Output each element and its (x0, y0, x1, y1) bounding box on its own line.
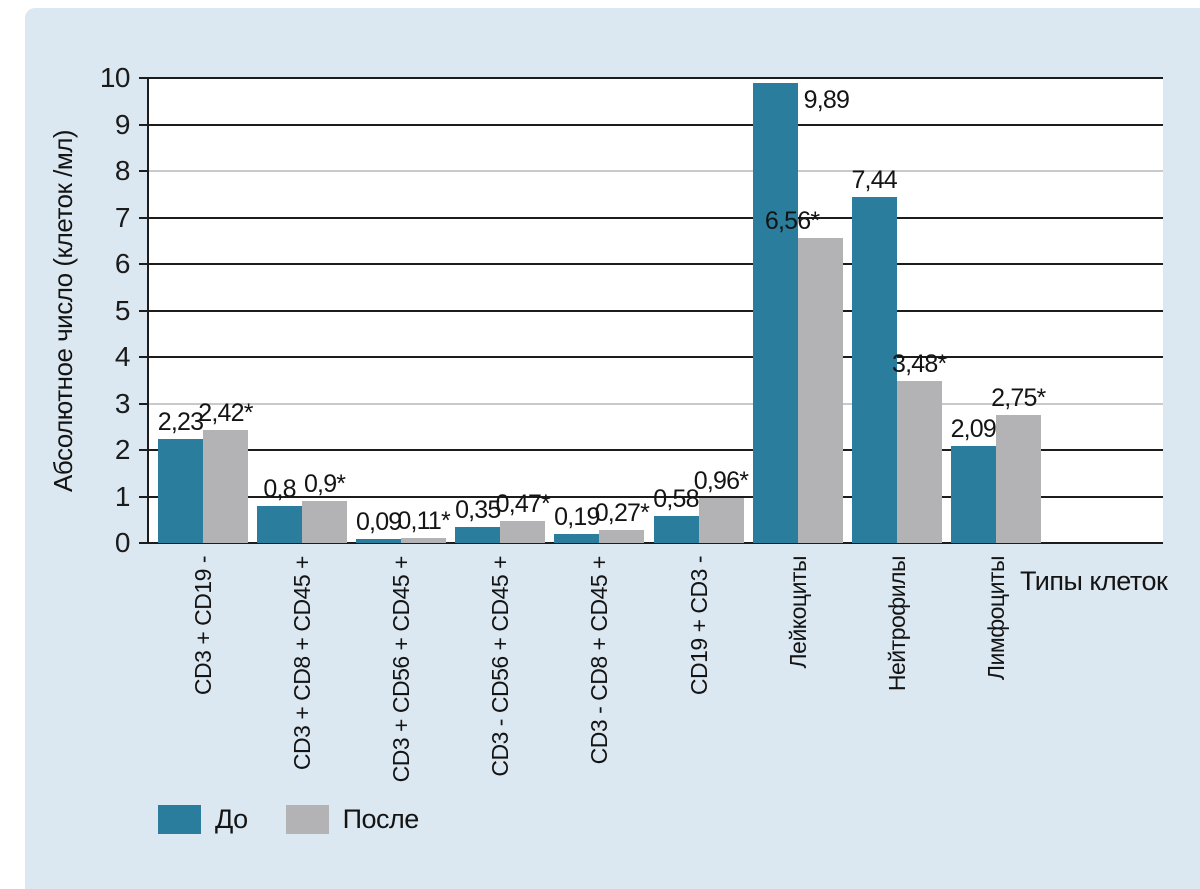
gridline-10 (148, 77, 1163, 79)
y-tick-label-6: 6 (114, 248, 131, 279)
bar-posle-2 (401, 537, 447, 543)
legend-item-posle: После (285, 804, 420, 835)
bar-do-2 (356, 538, 402, 543)
bar-do-7 (851, 197, 897, 543)
y-tick-label-7: 7 (114, 201, 131, 233)
bar-posle-3 (500, 521, 546, 543)
bar-value-label-do-1: 0,8 (263, 474, 296, 503)
bar-do-6 (752, 83, 798, 543)
bar-value-label-do-8: 2,09 (950, 414, 997, 443)
y-tick-5 (139, 309, 148, 312)
legend: До После (158, 804, 419, 835)
y-tick-3 (139, 402, 148, 405)
y-tick-6 (139, 263, 148, 265)
bar-value-label-do-3: 0,35 (455, 495, 501, 524)
category-label-6: Лейкоциты (782, 556, 814, 676)
category-label-text-1: CD3 + CD8 + CD45 + (289, 556, 316, 771)
y-tick-label-4: 4 (114, 341, 131, 372)
bar-posle-7 (896, 381, 942, 543)
category-label-7: Нейтрофилы (881, 556, 913, 699)
y-tick-label-3: 3 (114, 387, 131, 419)
bar-value-label-do-2: 0,09 (355, 507, 402, 536)
y-tick-8 (139, 170, 148, 172)
bar-do-8 (950, 445, 996, 543)
category-label-text-2: CD3 + CD56 + CD45 + (388, 556, 415, 783)
bar-posle-0 (203, 430, 248, 543)
bar-value-label-do-0: 2,23 (157, 408, 204, 437)
legend-item-do: До (158, 804, 248, 835)
y-axis-title: Абсолютное число (клеток /мл) (48, 129, 78, 492)
category-label-text-6: Лейкоциты (784, 556, 811, 669)
y-tick-4 (139, 356, 148, 358)
bar-value-label-posle-7: 3,48* (891, 350, 947, 379)
gridline-3 (148, 402, 1163, 405)
category-label-8: Лимфоциты (980, 556, 1012, 688)
y-axis-line (147, 78, 149, 544)
y-tick-10 (139, 77, 148, 79)
gridline-8 (148, 170, 1163, 172)
y-tick-0 (139, 542, 148, 544)
gridline-6 (148, 263, 1163, 265)
category-label-0: CD3 + CD19 - (187, 556, 219, 703)
category-label-text-4: CD3 - CD8 + CD45 + (586, 556, 613, 765)
legend-label-do: До (215, 804, 248, 834)
bar-value-label-posle-5: 0,96* (693, 467, 749, 496)
bar-value-label-do-7: 7,44 (851, 166, 897, 195)
bar-do-1 (257, 505, 303, 543)
gridline-7 (148, 216, 1163, 219)
gridline-4 (148, 356, 1163, 358)
bar-value-label-posle-8: 2,75* (991, 384, 1046, 413)
bar-do-3 (455, 526, 501, 543)
y-tick-label-10: 10 (99, 62, 131, 93)
y-tick-9 (139, 123, 148, 126)
category-label-text-5: CD19 + CD3 - (685, 556, 712, 696)
y-tick-label-9: 9 (114, 108, 131, 140)
legend-swatch-posle (285, 805, 329, 834)
gridline-2 (148, 449, 1163, 451)
category-label-text-8: Лимфоциты (982, 556, 1009, 681)
gridline-9 (148, 123, 1163, 126)
category-label-2: CD3 + CD56 + CD45 + (385, 556, 417, 790)
bar-value-label-posle-6: 6,56* (764, 206, 820, 235)
category-label-1: CD3 + CD8 + CD45 + (286, 556, 318, 778)
bar-value-label-posle-2: 0,11* (397, 506, 450, 535)
bar-value-label-do-4: 0,19 (554, 503, 600, 532)
bar-do-5 (653, 516, 699, 543)
legend-label-posle: После (342, 804, 420, 834)
y-tick-label-5: 5 (114, 294, 131, 326)
category-label-text-3: CD3 - CD56 + CD45 + (487, 556, 514, 777)
y-tick-1 (139, 495, 148, 498)
gridline-5 (148, 309, 1163, 312)
bar-posle-5 (698, 498, 744, 543)
bar-do-4 (554, 534, 600, 543)
category-label-5: CD19 + CD3 - (683, 556, 715, 703)
x-axis-title: Типы клеток (1020, 566, 1168, 596)
category-label-text-7: Нейтрофилы (883, 556, 910, 692)
bar-value-label-posle-0: 2,42* (198, 399, 253, 428)
bar-posle-4 (599, 530, 645, 543)
category-label-3: CD3 - CD56 + CD45 + (484, 556, 516, 785)
gridline-1 (148, 495, 1163, 498)
y-tick-label-0: 0 (114, 527, 131, 558)
y-tick-label-1: 1 (114, 480, 131, 512)
category-label-4: CD3 - CD8 + CD45 + (583, 556, 615, 772)
bar-value-label-posle-4: 0,27* (594, 499, 650, 528)
y-tick-label-8: 8 (114, 155, 131, 186)
bar-posle-1 (302, 501, 348, 543)
bar-value-label-posle-1: 0,9* (303, 470, 346, 499)
gridline-0 (148, 542, 1163, 544)
bar-posle-8 (995, 415, 1041, 543)
category-label-text-0: CD3 + CD19 - (190, 556, 216, 696)
y-tick-label-2: 2 (114, 434, 131, 465)
bar-value-label-do-5: 0,58 (653, 485, 699, 514)
bar-value-label-do-6: 9,89 (803, 86, 850, 114)
bar-posle-6 (797, 237, 843, 543)
bar-value-label-posle-3: 0,47* (495, 490, 551, 519)
bar-do-0 (158, 439, 203, 543)
legend-swatch-do (158, 805, 201, 834)
y-tick-7 (139, 216, 148, 219)
y-tick-2 (139, 449, 148, 451)
